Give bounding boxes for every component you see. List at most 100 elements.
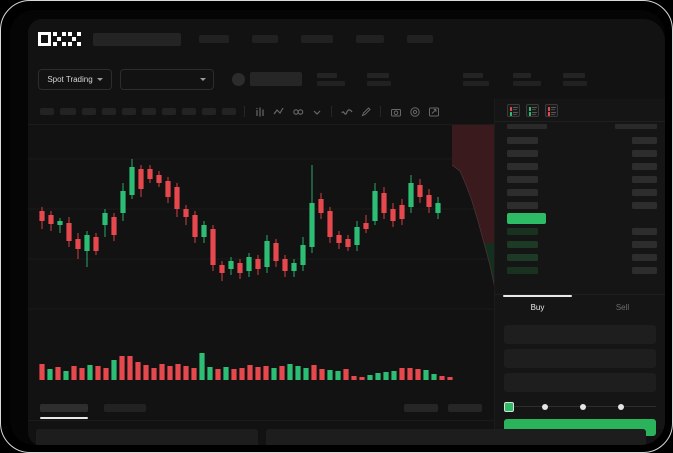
candle-body-13 (156, 175, 162, 183)
interval-button-7[interactable] (162, 108, 176, 115)
interval-button-10[interactable] (222, 108, 236, 115)
orderbook-row-bid-2[interactable] (507, 238, 657, 251)
orderbook-row-bid-3[interactable] (507, 251, 657, 264)
orders-tabbar (28, 395, 494, 421)
trading-pair-dropdown[interactable] (120, 68, 214, 90)
okx-logo[interactable] (38, 32, 81, 46)
volume-bar-40 (359, 377, 365, 380)
candles-icon[interactable] (253, 105, 266, 118)
tab-open-orders[interactable] (40, 395, 88, 421)
search-input[interactable] (93, 32, 181, 46)
orderbook-row-ask-2-amount (632, 150, 657, 157)
price-field[interactable] (504, 325, 656, 344)
candle-body-42 (417, 185, 423, 197)
nav-item-3[interactable] (301, 35, 333, 43)
candle-body-44 (435, 203, 441, 213)
stat-turnover (563, 72, 587, 86)
orderbook-row-ask-3[interactable] (507, 160, 657, 173)
volume-bar-50 (439, 376, 445, 380)
volume-bar-9 (111, 360, 117, 380)
active-tab-underline (40, 417, 88, 419)
orderbook-row-ask-4-price (507, 176, 538, 183)
orderbook-row-bid-1[interactable] (507, 225, 657, 238)
chevron-down-icon[interactable] (310, 105, 323, 118)
slider-dot-1[interactable] (542, 403, 548, 410)
orderbook-row-ask-5[interactable] (507, 186, 657, 199)
interval-button-4[interactable] (102, 108, 116, 115)
orderbook-col-amount (615, 124, 657, 129)
amount-field[interactable] (504, 349, 656, 368)
orderbook-row-ask-6[interactable] (507, 199, 657, 212)
tab-buy[interactable]: Buy (495, 295, 580, 320)
candle-body-27 (282, 259, 288, 271)
orderbook-row-ask-2[interactable] (507, 147, 657, 160)
candle-body-2 (57, 221, 63, 225)
tab-sell[interactable]: Sell (580, 295, 665, 320)
interval-button-2[interactable] (60, 108, 76, 115)
orderbook-view-bids[interactable] (526, 103, 539, 117)
line-style-icon[interactable] (272, 105, 285, 118)
nav-item-4[interactable] (356, 35, 384, 43)
orderbook-row-bid-3-price (507, 254, 538, 261)
orderbook-row-ask-4[interactable] (507, 173, 657, 186)
stat-volume-24h (513, 72, 541, 86)
volume-bar-41 (367, 375, 373, 380)
interval-button-1[interactable] (40, 108, 54, 115)
pencil-icon[interactable] (359, 105, 372, 118)
settings-icon[interactable] (408, 105, 421, 118)
nav-item-2[interactable] (252, 35, 278, 43)
volume-bar-32 (295, 366, 301, 380)
interval-button-6[interactable] (142, 108, 156, 115)
orderbook-row-last-price[interactable] (507, 212, 657, 225)
candle-body-25 (264, 241, 270, 267)
camera-icon[interactable] (389, 105, 402, 118)
header-nav (199, 35, 433, 43)
tab-action-2[interactable] (448, 403, 482, 412)
volume-bar-43 (383, 372, 389, 380)
wave-icon[interactable] (340, 105, 353, 118)
orderbook-row-bid-2-amount (632, 241, 657, 248)
interval-button-8[interactable] (182, 108, 196, 115)
candle-body-12 (147, 169, 153, 179)
amount-slider[interactable] (504, 400, 656, 414)
chevron-down-icon (200, 77, 206, 81)
stat-high (367, 72, 391, 86)
tab-order-history[interactable] (104, 395, 146, 421)
volume-bar-21 (207, 367, 213, 380)
orderbook-row-ask-1[interactable] (507, 134, 657, 147)
candlestick-chart[interactable] (28, 125, 494, 340)
candle-body-26 (273, 243, 279, 261)
slider-dot-2[interactable] (580, 403, 586, 410)
orderbook-row-bid-4[interactable] (507, 264, 657, 277)
slider-handle[interactable] (504, 401, 514, 412)
orderbook[interactable] (495, 121, 665, 311)
nav-item-1[interactable] (199, 35, 229, 43)
stat-change-label (317, 72, 337, 78)
okx-logo-x-icon (68, 32, 81, 46)
buy-sell-tabs: Buy Sell (495, 294, 665, 320)
slider-dot-3[interactable] (618, 403, 624, 410)
orderbook-row-bid-4-price (507, 267, 538, 274)
tab-action-1[interactable] (404, 403, 438, 412)
interval-button-3[interactable] (82, 108, 96, 115)
footer-panel-positions[interactable] (36, 429, 258, 445)
nav-item-5[interactable] (407, 35, 433, 43)
interval-button-5[interactable] (122, 108, 136, 115)
total-field[interactable] (504, 373, 656, 392)
orderbook-view-asks[interactable] (545, 103, 558, 117)
interval-button-9[interactable] (202, 108, 216, 115)
orderbook-view-both[interactable] (507, 103, 520, 117)
chart-toolbar (28, 99, 494, 125)
fullscreen-icon[interactable] (427, 105, 440, 118)
volume-bar-0 (39, 364, 45, 380)
footer-panel-assets[interactable] (266, 429, 646, 445)
stat-turnover-value (563, 80, 587, 86)
volume-chart[interactable] (28, 340, 494, 395)
volume-bar-16 (167, 366, 173, 380)
orderbook-row-bid-1-price (507, 228, 538, 235)
indicator-icon[interactable] (291, 105, 304, 118)
chart-panel[interactable] (28, 125, 494, 395)
orderbook-row-ask-1-price (507, 137, 538, 144)
spot-trading-dropdown[interactable]: Spot Trading (38, 68, 112, 90)
